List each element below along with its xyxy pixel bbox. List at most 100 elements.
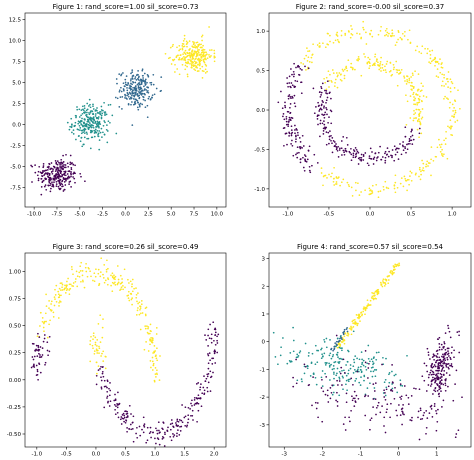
scatter-point bbox=[149, 98, 152, 100]
scatter-point bbox=[95, 126, 97, 128]
scatter-point bbox=[321, 353, 323, 356]
scatter-point bbox=[202, 386, 205, 389]
scatter-point bbox=[383, 425, 385, 427]
scatter-point bbox=[150, 436, 152, 439]
scatter-point bbox=[361, 363, 363, 365]
scatter-point bbox=[322, 133, 325, 135]
scatter-point bbox=[192, 65, 195, 68]
scatter-point bbox=[68, 128, 71, 131]
scatter-point bbox=[59, 282, 62, 285]
scatter-point bbox=[385, 63, 388, 65]
scatter-point bbox=[298, 146, 301, 148]
scatter-point bbox=[444, 389, 447, 392]
scatter-point bbox=[437, 359, 439, 361]
scatter-point bbox=[60, 166, 63, 169]
scatter-point bbox=[303, 57, 306, 60]
scatter-point bbox=[118, 106, 121, 108]
scatter-point bbox=[415, 172, 417, 175]
scatter-point bbox=[131, 421, 134, 424]
scatter-point bbox=[421, 116, 424, 119]
scatter-point bbox=[433, 403, 436, 405]
scatter-point bbox=[214, 334, 217, 336]
scatter-point bbox=[102, 131, 104, 134]
scatter-point bbox=[96, 339, 99, 341]
scatter-point bbox=[409, 142, 411, 145]
scatter-point bbox=[195, 66, 197, 69]
scatter-point bbox=[131, 69, 134, 71]
scatter-point bbox=[444, 384, 447, 387]
scatter-point bbox=[377, 351, 380, 354]
scatter-point bbox=[431, 370, 434, 373]
scatter-point bbox=[438, 336, 441, 339]
scatter-point bbox=[124, 93, 126, 96]
scatter-point bbox=[420, 173, 422, 176]
scatter-point bbox=[131, 283, 133, 285]
scatter-point bbox=[343, 328, 346, 331]
scatter-point bbox=[393, 145, 396, 148]
scatter-point bbox=[406, 75, 409, 78]
x-tick-label: -2.5 bbox=[97, 212, 108, 218]
scatter-point bbox=[135, 90, 138, 92]
scatter-point bbox=[55, 300, 58, 303]
scatter-point bbox=[367, 164, 370, 167]
scatter-point bbox=[183, 45, 186, 48]
scatter-point bbox=[332, 354, 335, 356]
scatter-point bbox=[373, 156, 376, 159]
scatter-point bbox=[335, 340, 338, 343]
scatter-point bbox=[76, 285, 79, 288]
scatter-point bbox=[434, 379, 437, 382]
scatter-point bbox=[123, 420, 125, 423]
scatter-point bbox=[385, 27, 388, 30]
scatter-point bbox=[317, 105, 320, 107]
scatter-point bbox=[90, 124, 93, 126]
scatter-point bbox=[336, 351, 339, 354]
scatter-point bbox=[59, 184, 62, 187]
scatter-point bbox=[146, 104, 149, 107]
scatter-point bbox=[158, 443, 161, 446]
scatter-point bbox=[410, 395, 413, 397]
scatter-point bbox=[382, 356, 384, 359]
scatter-point bbox=[33, 355, 36, 358]
scatter-point bbox=[86, 120, 89, 123]
scatter-point bbox=[360, 158, 363, 161]
scatter-point bbox=[124, 410, 126, 413]
scatter-point bbox=[388, 32, 390, 35]
scatter-point bbox=[446, 347, 449, 350]
scatter-point bbox=[345, 374, 348, 377]
scatter-point bbox=[416, 119, 419, 122]
scatter-point bbox=[356, 357, 358, 360]
scatter-point bbox=[325, 131, 328, 133]
scatter-point bbox=[323, 107, 325, 109]
scatter-point bbox=[195, 61, 198, 64]
scatter-point bbox=[368, 67, 371, 70]
scatter-point bbox=[323, 123, 326, 126]
scatter-point bbox=[320, 167, 323, 169]
scatter-point bbox=[337, 176, 340, 178]
scatter-point bbox=[322, 42, 324, 45]
scatter-point bbox=[404, 177, 407, 180]
scatter-point bbox=[94, 130, 97, 133]
scatter-point bbox=[389, 271, 392, 273]
scatter-point bbox=[453, 113, 456, 116]
scatter-point bbox=[443, 153, 445, 156]
scatter-point bbox=[388, 372, 391, 374]
y-tick-label: 1.0 bbox=[256, 29, 265, 35]
scatter-point bbox=[188, 40, 191, 42]
scatter-point bbox=[382, 280, 384, 282]
scatter-point bbox=[443, 370, 446, 372]
scatter-point bbox=[127, 297, 130, 299]
scatter-point bbox=[47, 184, 50, 187]
scatter-point bbox=[322, 127, 325, 130]
scatter-point bbox=[176, 68, 179, 70]
scatter-point bbox=[429, 405, 432, 408]
scatter-point bbox=[36, 335, 39, 338]
scatter-point bbox=[116, 411, 119, 414]
scatter-point bbox=[79, 140, 82, 143]
scatter-point bbox=[404, 80, 406, 82]
scatter-point bbox=[438, 346, 441, 349]
scatter-point bbox=[405, 123, 408, 126]
scatter-point bbox=[132, 80, 134, 83]
scatter-point bbox=[439, 150, 442, 153]
scatter-point bbox=[295, 153, 297, 156]
scatter-point bbox=[371, 360, 374, 363]
